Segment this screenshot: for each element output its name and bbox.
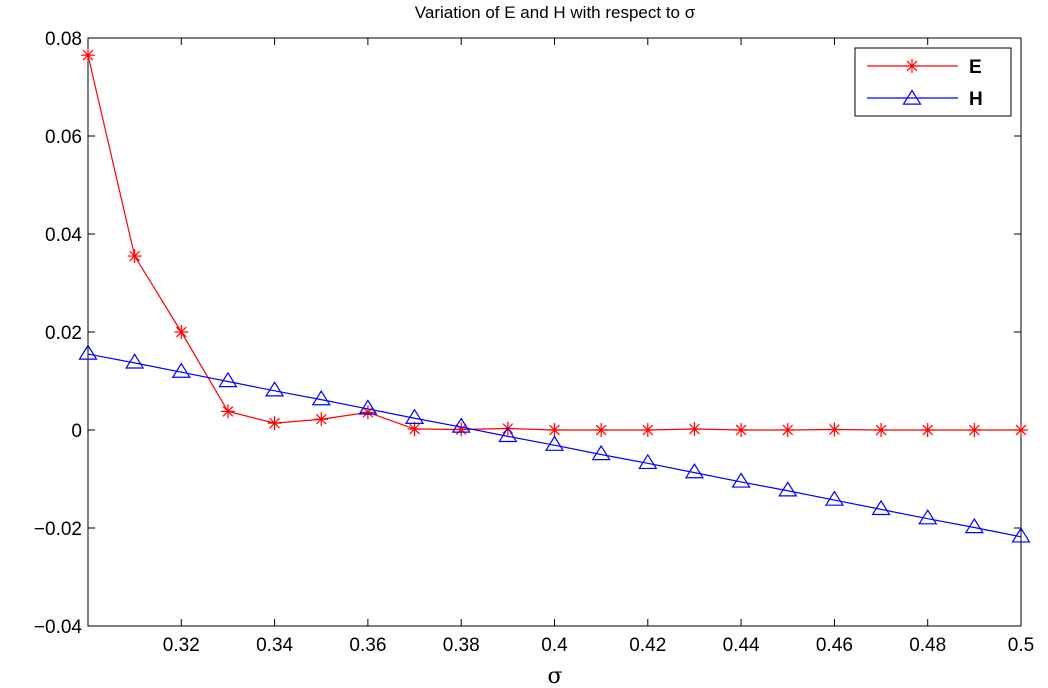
series-h-point: [638, 453, 658, 470]
series-e-point: [314, 412, 329, 427]
y-tick-label: −0.04: [34, 617, 83, 638]
series-e-point: [267, 416, 282, 431]
y-tick-label: 0.08: [45, 29, 82, 50]
series-h-point: [684, 462, 705, 479]
series-e-point: [640, 423, 655, 437]
series-h-point: [964, 517, 984, 534]
series-e-point: [967, 423, 982, 437]
x-tick-label: 0.38: [443, 635, 480, 656]
series-e-point: [220, 404, 235, 419]
series-h-point: [731, 472, 751, 488]
series-h-point: [171, 362, 191, 378]
series-e-point: [687, 422, 702, 437]
series-e-point: [547, 423, 562, 437]
series-e-point: [1014, 423, 1028, 437]
axes-frame: [87, 37, 1022, 627]
y-tick-label: 0.04: [45, 225, 82, 246]
series-h-point: [218, 371, 238, 388]
series-e-point: [734, 423, 749, 437]
series-h-point: [78, 344, 98, 360]
y-tick-label: 0.02: [45, 323, 82, 344]
series-h-point: [498, 426, 518, 443]
series-h-point: [265, 381, 285, 397]
series-h-point: [311, 389, 331, 406]
x-tick-label: 0.48: [909, 635, 946, 656]
series-e-point: [827, 422, 842, 437]
x-tick-label: 0.34: [256, 635, 293, 656]
series-h-line: [87, 353, 1022, 538]
series-h-point: [125, 353, 145, 369]
x-tick-label: 0.46: [816, 635, 853, 656]
series-h-point: [591, 444, 611, 461]
legend-h-label: H: [969, 89, 983, 110]
x-tick-label: 0.42: [629, 635, 666, 656]
series-e-point: [127, 249, 142, 264]
plot-area: 0.32 0.34 0.36 0.38 0.4 0.42 0.44 0.46 0.48 0.5 −0…: [34, 29, 1034, 656]
x-tick-label: 0.36: [349, 635, 386, 656]
x-tick-label: 0.5: [1008, 635, 1034, 656]
y-tick-label: 0.06: [45, 127, 82, 148]
series-h-point: [358, 399, 378, 415]
series-h-point: [918, 509, 938, 525]
x-tick-label: 0.32: [163, 635, 200, 656]
series-e-point: [407, 422, 422, 437]
series-h-point: [404, 408, 425, 424]
series-e-point: [454, 422, 469, 437]
legend-e-marker: [905, 59, 919, 73]
legend-box: [854, 47, 1012, 117]
series-e-point: [920, 423, 935, 437]
x-axis-label: σ: [547, 664, 562, 688]
series-e-point: [174, 325, 189, 339]
series-h-point: [544, 435, 565, 451]
series-e-point: [874, 423, 889, 437]
legend-e-label: E: [969, 57, 982, 78]
chart-title: Variation of E and H with respect to σ: [415, 3, 696, 22]
series-h-point: [1011, 527, 1031, 543]
x-tick-label: 0.44: [723, 635, 760, 656]
y-tick-label: 0: [71, 421, 82, 442]
x-tick-label: 0.4: [541, 635, 568, 656]
series-h-point: [778, 481, 798, 497]
legend: EH: [854, 47, 1012, 117]
y-tick-label: −0.02: [34, 519, 82, 540]
series-e-point: [594, 423, 609, 437]
series-h-point: [451, 417, 471, 433]
legend-h-marker: [902, 89, 922, 105]
series-e-point: [780, 423, 795, 437]
series-h-point: [824, 490, 844, 506]
series-h-point: [871, 499, 891, 516]
series-e-point: [81, 48, 95, 63]
